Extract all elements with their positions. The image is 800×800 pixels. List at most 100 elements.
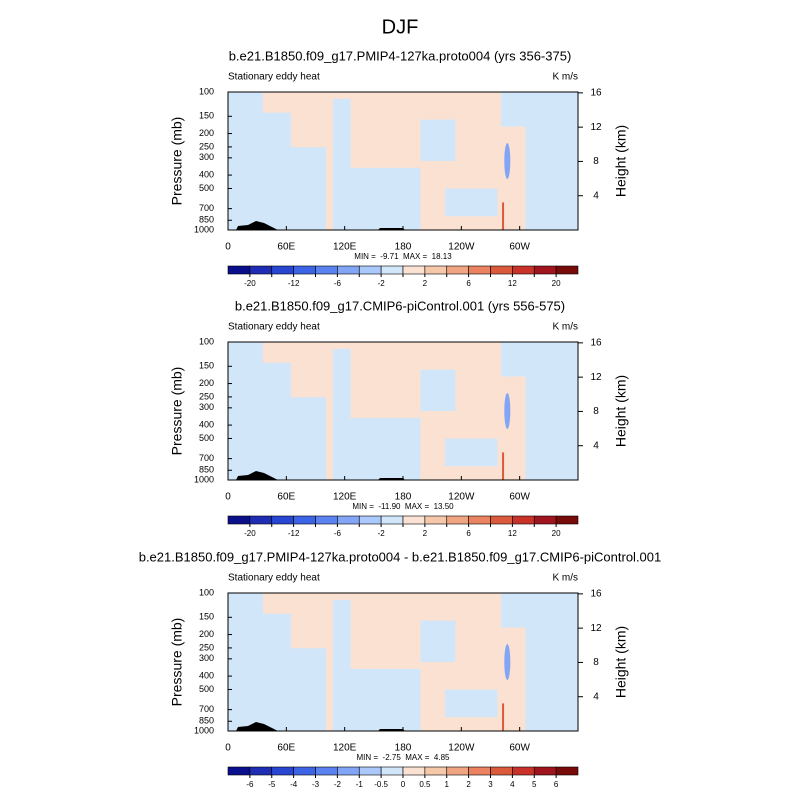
colorbar-box (337, 515, 360, 525)
y-axis-title: Pressure (mb) (169, 618, 185, 707)
colorbar-box (271, 265, 294, 275)
colorbar-box (249, 766, 273, 776)
stat-text: -9.71 (380, 252, 399, 261)
colorbar-label: 2 (423, 279, 428, 288)
colorbar-box (271, 766, 294, 776)
field-patch (420, 620, 456, 662)
y2-axis-title: Height (km) (613, 375, 629, 447)
field-patch (350, 167, 421, 230)
y-tick-label: 400 (199, 169, 214, 179)
colorbar-box (490, 515, 513, 525)
field-patch (525, 376, 578, 480)
x-tick-label: 0 (225, 492, 231, 503)
field-patch (350, 417, 421, 480)
colorbar-box (358, 515, 382, 525)
colorbar-box (446, 515, 469, 525)
x-tick-label: 60W (509, 743, 530, 754)
stat-text: MIN = (352, 502, 374, 511)
y-tick-label: 500 (199, 684, 214, 694)
colorbar-box (380, 766, 404, 776)
stat-text: MAX = (405, 502, 430, 511)
y-tick-label: 500 (199, 183, 214, 193)
stat-text: -2.75 (383, 753, 402, 762)
x-tick-label: 60E (277, 743, 295, 754)
y-tick-label: 700 (199, 704, 214, 714)
colorbar-label: -2 (378, 279, 386, 288)
stat-text: 18.13 (432, 252, 453, 261)
stats: MIN = -11.90 MAX = 13.50 (352, 502, 454, 511)
colorbar-box (555, 265, 579, 275)
colorbar-box (424, 265, 448, 275)
field-patch (445, 689, 498, 718)
x-tick-label: 120E (333, 242, 357, 253)
y2-tick-label: 16 (590, 337, 602, 348)
colorbar-box (227, 766, 251, 776)
y2-tick-label: 4 (593, 440, 599, 451)
colorbar-label: 6 (466, 279, 471, 288)
colorbar-box (358, 265, 382, 275)
x-tick-label: 120W (448, 743, 475, 754)
y2-tick-label: 4 (593, 190, 599, 201)
colorbar-box (315, 265, 338, 275)
y2-tick-label: 12 (590, 623, 602, 634)
field-patch (445, 438, 498, 467)
colorbar-label: -12 (288, 529, 300, 538)
colorbar-box (555, 766, 579, 776)
colorbar-box (533, 766, 557, 776)
y-tick-label: 400 (199, 670, 214, 680)
y-tick-label: 1000 (194, 474, 214, 484)
field-patch (291, 147, 326, 230)
colorbar-label: -3 (312, 780, 320, 789)
stat-text: MIN = (354, 252, 376, 261)
colorbar-label: -2 (378, 529, 386, 538)
x-tick-label: 60W (509, 242, 530, 253)
y-tick-label: 300 (199, 152, 214, 162)
colorbar-box (402, 515, 426, 525)
colorbar-box (512, 265, 535, 275)
colorbar-box (337, 265, 360, 275)
y-tick-label: 150 (199, 612, 214, 622)
stat-text: MAX = (405, 753, 430, 762)
colorbar-label: 0.5 (419, 780, 431, 789)
field-core (502, 202, 505, 230)
field-patch (228, 593, 263, 731)
field-core (504, 644, 511, 680)
y-tick-label: 200 (199, 128, 214, 138)
x-tick-label: 120E (333, 743, 357, 754)
y-tick-label: 850 (199, 465, 214, 475)
y2-tick-label: 16 (590, 87, 602, 98)
y-tick-label: 150 (199, 361, 214, 371)
colorbar-box (227, 515, 251, 525)
colorbar-box (446, 265, 469, 275)
colorbar-label: -12 (288, 279, 300, 288)
colorbar-label: -20 (244, 279, 256, 288)
colorbar-box (555, 515, 579, 525)
y2-tick-label: 8 (593, 406, 599, 417)
y-tick-label: 300 (199, 402, 214, 412)
y-tick-label: 1000 (194, 224, 214, 234)
colorbar-label: 20 (552, 529, 561, 538)
colorbar-label: 20 (552, 279, 561, 288)
stats: MIN = -2.75 MAX = 4.85 (357, 753, 451, 762)
colorbar-box (533, 265, 557, 275)
y-tick-label: 250 (199, 642, 214, 652)
colorbar-box (315, 515, 338, 525)
stat-text: MIN = (357, 753, 379, 762)
figure-title: DJF (382, 16, 419, 38)
field-patch (501, 593, 578, 628)
field-patch (445, 188, 498, 217)
colorbar-label: 2 (423, 529, 428, 538)
colorbar-box (446, 766, 469, 776)
colorbar-label: -6 (334, 529, 342, 538)
y-tick-label: 300 (199, 653, 214, 663)
left-label: Stationary eddy heat (228, 322, 320, 333)
colorbar-box (490, 265, 513, 275)
colorbar-box (249, 515, 273, 525)
colorbar-box (402, 265, 426, 275)
field-core (504, 393, 511, 429)
y2-tick-label: 8 (593, 657, 599, 668)
stat-text: -11.90 (378, 502, 401, 511)
y-tick-label: 250 (199, 391, 214, 401)
